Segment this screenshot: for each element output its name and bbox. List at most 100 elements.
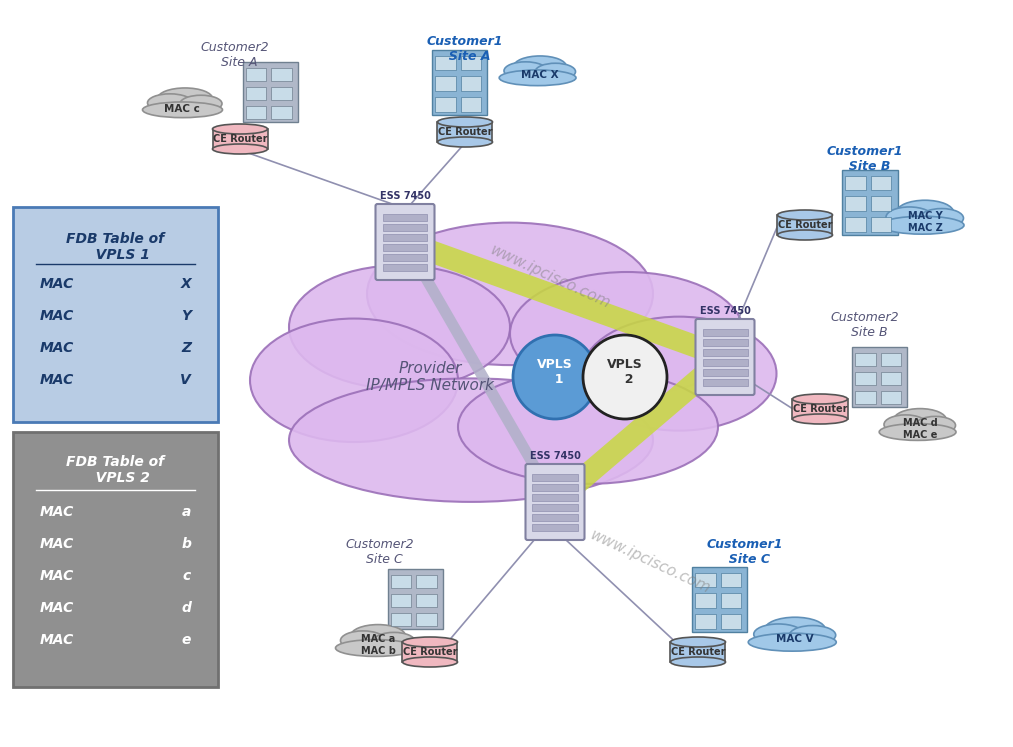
FancyBboxPatch shape [856,353,876,366]
Text: MAC: MAC [40,633,74,647]
Text: Customer1
  Site C: Customer1 Site C [707,538,783,566]
Text: www.ipcisco.com: www.ipcisco.com [487,243,613,311]
FancyBboxPatch shape [438,122,492,142]
Text: VPLS
  1: VPLS 1 [537,358,573,386]
FancyBboxPatch shape [846,196,866,211]
Ellipse shape [143,102,223,117]
FancyBboxPatch shape [871,196,891,211]
Ellipse shape [792,414,848,424]
Ellipse shape [535,63,575,80]
FancyBboxPatch shape [871,217,891,232]
FancyBboxPatch shape [436,55,456,70]
Text: Customer1
  Site B: Customer1 Site B [827,145,904,173]
Text: CE Router: CE Router [213,134,267,144]
Text: CE Router: CE Router [778,220,833,230]
FancyBboxPatch shape [271,68,292,81]
FancyBboxPatch shape [383,244,427,251]
FancyBboxPatch shape [13,432,218,687]
FancyBboxPatch shape [533,514,577,521]
Ellipse shape [458,370,718,484]
FancyBboxPatch shape [533,484,577,491]
Ellipse shape [499,70,576,86]
Text: a: a [181,505,191,519]
FancyBboxPatch shape [856,391,876,404]
Ellipse shape [897,200,953,225]
Ellipse shape [671,657,725,667]
Text: Provider
IP/MPLS Network: Provider IP/MPLS Network [366,361,494,393]
FancyBboxPatch shape [245,106,266,119]
Ellipse shape [335,639,415,657]
FancyBboxPatch shape [416,613,437,626]
FancyBboxPatch shape [702,349,748,356]
Ellipse shape [289,379,653,502]
FancyBboxPatch shape [533,504,577,511]
FancyBboxPatch shape [383,254,427,261]
Text: MAC: MAC [40,569,74,583]
FancyBboxPatch shape [13,207,218,422]
FancyBboxPatch shape [702,359,748,366]
FancyBboxPatch shape [416,594,437,607]
Ellipse shape [350,624,405,648]
Text: V: V [180,373,191,387]
FancyBboxPatch shape [702,339,748,346]
Text: e: e [181,633,191,647]
Ellipse shape [213,124,267,134]
Text: Customer2
  Site A: Customer2 Site A [201,41,269,69]
Text: MAC: MAC [40,309,74,323]
Text: CE Router: CE Router [438,127,492,137]
FancyBboxPatch shape [792,399,848,419]
FancyBboxPatch shape [702,369,748,376]
FancyBboxPatch shape [383,214,427,221]
FancyBboxPatch shape [702,329,748,336]
FancyBboxPatch shape [271,87,292,100]
FancyBboxPatch shape [721,614,742,628]
Text: ESS 7450: ESS 7450 [530,451,580,461]
Ellipse shape [157,88,213,109]
Text: Z: Z [181,341,191,355]
FancyBboxPatch shape [853,347,908,407]
Circle shape [513,335,597,419]
Text: MAC: MAC [40,341,74,355]
FancyBboxPatch shape [696,572,716,587]
Text: CE Router: CE Router [671,647,725,657]
FancyBboxPatch shape [696,614,716,628]
FancyBboxPatch shape [388,569,443,629]
Ellipse shape [402,637,458,647]
Ellipse shape [213,144,267,154]
FancyBboxPatch shape [696,319,755,395]
Ellipse shape [438,117,492,127]
FancyBboxPatch shape [721,572,742,587]
Text: CE Router: CE Router [793,404,847,414]
FancyBboxPatch shape [390,575,411,588]
FancyBboxPatch shape [383,264,427,271]
Ellipse shape [778,210,833,220]
Ellipse shape [180,95,222,112]
Text: FDB Table of
   VPLS 1: FDB Table of VPLS 1 [67,232,164,262]
FancyBboxPatch shape [871,176,891,190]
Text: MAC c: MAC c [164,104,200,114]
FancyBboxPatch shape [390,594,411,607]
FancyBboxPatch shape [846,176,866,190]
Ellipse shape [340,631,386,650]
FancyBboxPatch shape [533,494,577,501]
FancyBboxPatch shape [702,379,748,386]
FancyBboxPatch shape [461,97,481,111]
Text: MAC X: MAC X [521,70,559,80]
Ellipse shape [792,394,848,404]
Text: VPLS
  2: VPLS 2 [607,358,643,386]
FancyBboxPatch shape [245,68,266,81]
FancyBboxPatch shape [271,106,292,119]
Ellipse shape [778,230,833,240]
Text: MAC: MAC [40,537,74,551]
FancyBboxPatch shape [533,474,577,481]
Text: Y: Y [181,309,191,323]
FancyBboxPatch shape [436,76,456,91]
Ellipse shape [289,265,510,389]
FancyBboxPatch shape [671,642,725,662]
Text: www.ipcisco.com: www.ipcisco.com [588,527,712,597]
Text: X: X [180,277,191,291]
Text: MAC d
MAC e: MAC d MAC e [903,418,937,440]
Ellipse shape [886,207,933,227]
FancyBboxPatch shape [376,204,435,280]
FancyBboxPatch shape [433,49,487,114]
